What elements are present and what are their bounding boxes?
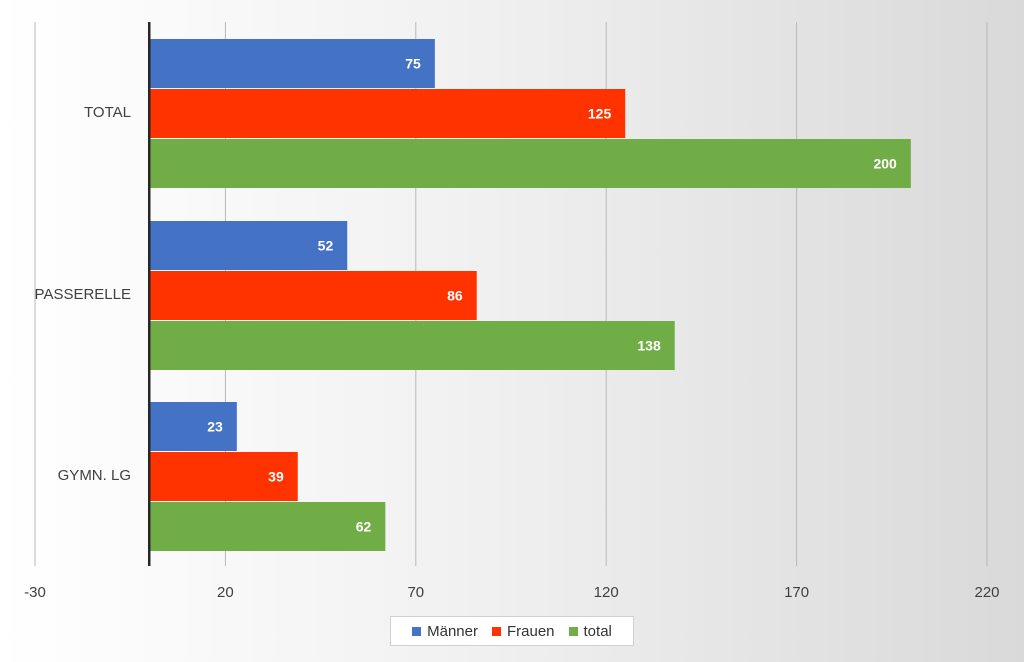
data-label: 52 bbox=[318, 238, 334, 254]
bar bbox=[149, 402, 237, 451]
data-label: 86 bbox=[447, 288, 463, 304]
data-label: 23 bbox=[207, 419, 223, 435]
bar bbox=[149, 221, 348, 270]
legend-item: Männer bbox=[412, 623, 478, 640]
data-label: 200 bbox=[873, 156, 897, 172]
legend-swatch bbox=[491, 626, 501, 636]
legend-label: total bbox=[583, 622, 612, 640]
legend: Männer Frauen total bbox=[390, 616, 634, 646]
x-tick-label: 170 bbox=[784, 584, 809, 601]
bar bbox=[149, 271, 477, 320]
data-label: 125 bbox=[588, 106, 612, 122]
bar bbox=[149, 452, 298, 501]
bar bbox=[149, 321, 675, 370]
x-tick-labels: -30 20 70 120 170 220 bbox=[24, 584, 999, 601]
category-label: PASSERELLE bbox=[35, 286, 131, 303]
bars: 75 125 200 52 86 138 23 39 62 bbox=[149, 39, 911, 551]
legend-label: Männer bbox=[427, 622, 478, 640]
bar bbox=[149, 139, 911, 188]
bar bbox=[149, 89, 626, 138]
x-tick-label: 220 bbox=[974, 584, 999, 601]
x-tick-label: 120 bbox=[594, 584, 619, 601]
data-label: 75 bbox=[405, 56, 421, 72]
legend-item: total bbox=[568, 622, 612, 640]
category-label: GYMN. LG bbox=[58, 467, 131, 484]
category-labels: TOTAL PASSERELLE GYMN. LG bbox=[35, 104, 131, 484]
data-label: 39 bbox=[268, 469, 284, 485]
data-label: 138 bbox=[637, 338, 661, 354]
legend-label: Frauen bbox=[506, 622, 555, 640]
data-label: 62 bbox=[356, 519, 372, 535]
legend-swatch bbox=[568, 626, 578, 636]
x-tick-label: -30 bbox=[24, 584, 46, 601]
bar bbox=[149, 502, 386, 551]
legend-swatch bbox=[412, 626, 422, 636]
bar bbox=[149, 39, 435, 88]
x-tick-label: 70 bbox=[407, 584, 424, 601]
x-tick-label: 20 bbox=[217, 584, 234, 601]
category-label: TOTAL bbox=[84, 104, 131, 121]
legend-item: Frauen bbox=[491, 622, 555, 640]
